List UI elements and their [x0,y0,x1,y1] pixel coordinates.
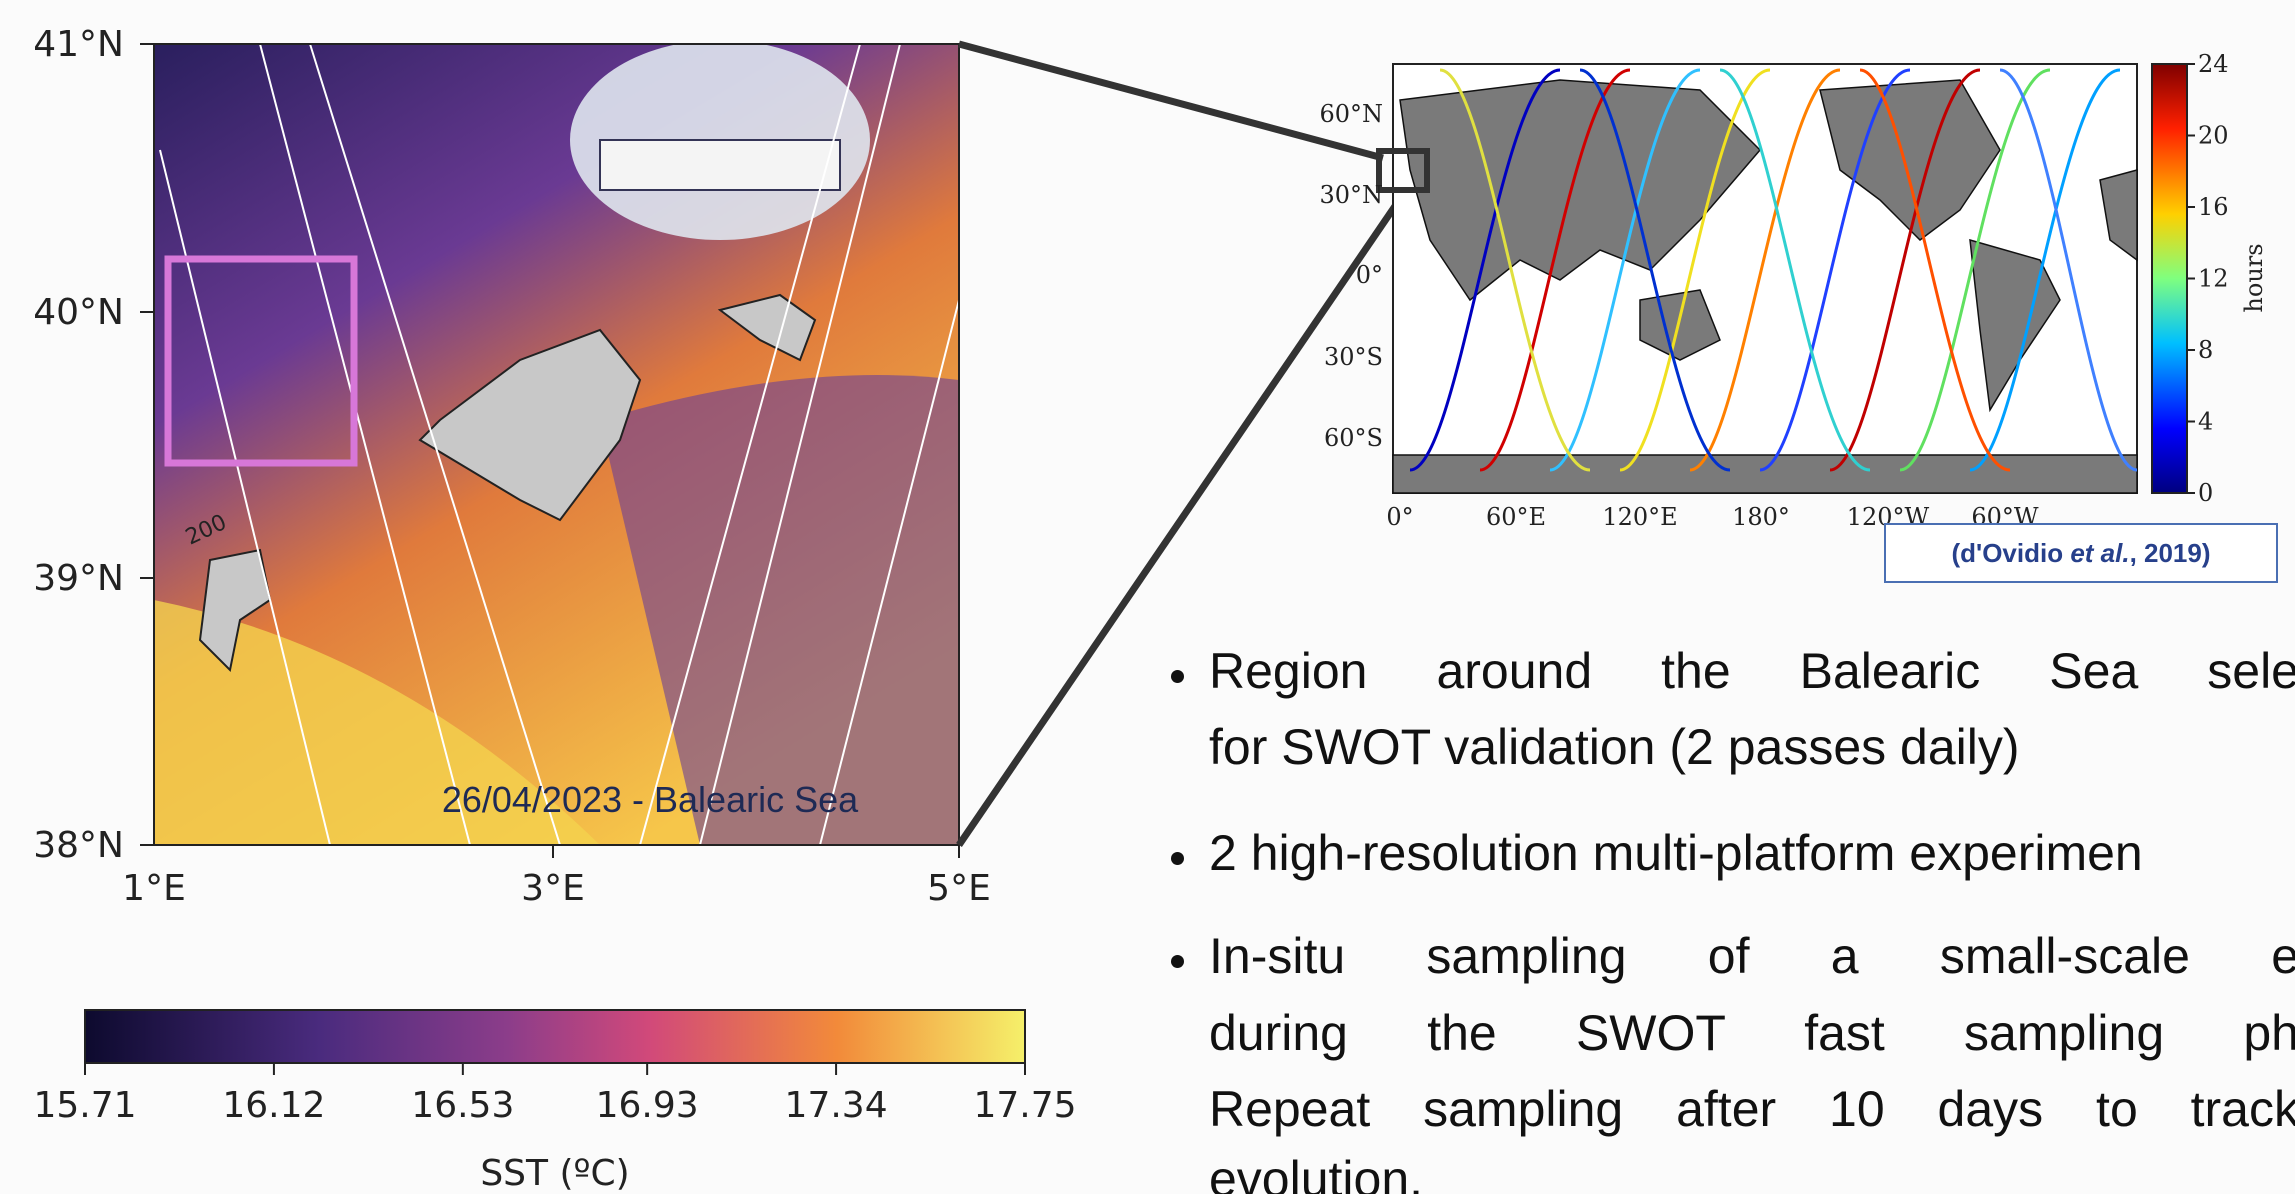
bullet-dot [1171,955,1184,968]
bullet-line: 2 high-resolution multi-platform experim… [1209,825,2143,881]
colorbar [2151,63,2188,494]
bullet-line: during the SWOT fast sampling ph [1209,1005,2295,1061]
colorbar-tick-label: 16.12 [222,1085,325,1126]
colorbar-tick-label: 4 [2198,408,2213,436]
bullet-dot [1171,852,1184,865]
citation-text: , 2019) [2129,538,2211,568]
bullet-dot [1171,670,1184,683]
colorbar-tick-label: 16.53 [411,1085,514,1126]
lon-label: 120°E [1602,503,1677,531]
colorbar-tick-label: 17.75 [973,1085,1076,1126]
colorbar-tick-label: 16.93 [596,1085,699,1126]
lon-label: 60°E [1486,503,1546,531]
bullet-line: Repeat sampling after 10 days to track [1209,1081,2295,1137]
colorbar [84,1009,1026,1064]
lon-label: 5°E [927,868,991,909]
lat-label: 0° [1356,261,1383,289]
lon-label: 1°E [122,868,186,909]
lat-label: 38°N [33,825,124,866]
bullet-line: evolution. [1209,1151,1424,1194]
lat-label: 60°N [1319,100,1383,128]
lat-label: 30°S [1324,343,1383,371]
lon-label: 180° [1732,503,1790,531]
lat-label: 40°N [33,292,124,333]
bullet-line: In-situ sampling of a small-scale e [1209,928,2295,984]
citation: (d'Ovidio et al., 2019) [1884,523,2278,583]
map-annotation: 26/04/2023 - Balearic Sea [442,779,859,820]
lat-label: 39°N [33,558,124,599]
sst-map: 200 26/04/2023 - Balearic Sea [154,44,959,845]
bullet-line: for SWOT validation (2 passes daily) [1209,719,2020,775]
bullet-list: Region around the Balearic Sea sele for S… [1171,630,2295,1194]
colorbar-tick-label: 15.71 [33,1085,136,1126]
bullet-line: Region around the Balearic Sea sele [1209,643,2295,699]
lat-label: 41°N [33,24,124,65]
zoom-lines [956,40,1411,847]
swot-map [1376,63,2138,494]
colorbar-tick-label: 20 [2198,122,2229,150]
lon-label: 0° [1386,503,1413,531]
lon-label: 3°E [521,868,585,909]
map-frame [153,43,960,846]
lat-label: 30°N [1319,181,1383,209]
colorbar-tick-label: 12 [2198,265,2229,293]
colorbar-tick-label: 8 [2198,336,2213,364]
colorbar-tick-label: 16 [2198,193,2229,221]
lat-label: 60°S [1324,424,1383,452]
colorbar-tick-label: 24 [2198,50,2229,78]
colorbar-label: SST (ºC) [480,1153,629,1194]
colorbar-label: hours [2240,243,2268,312]
citation-italic: et al. [2070,538,2130,568]
colorbar-tick-label: 17.34 [785,1085,888,1126]
citation-text: (d'Ovidio [1951,538,2071,568]
colorbar-tick-label: 0 [2198,479,2213,507]
